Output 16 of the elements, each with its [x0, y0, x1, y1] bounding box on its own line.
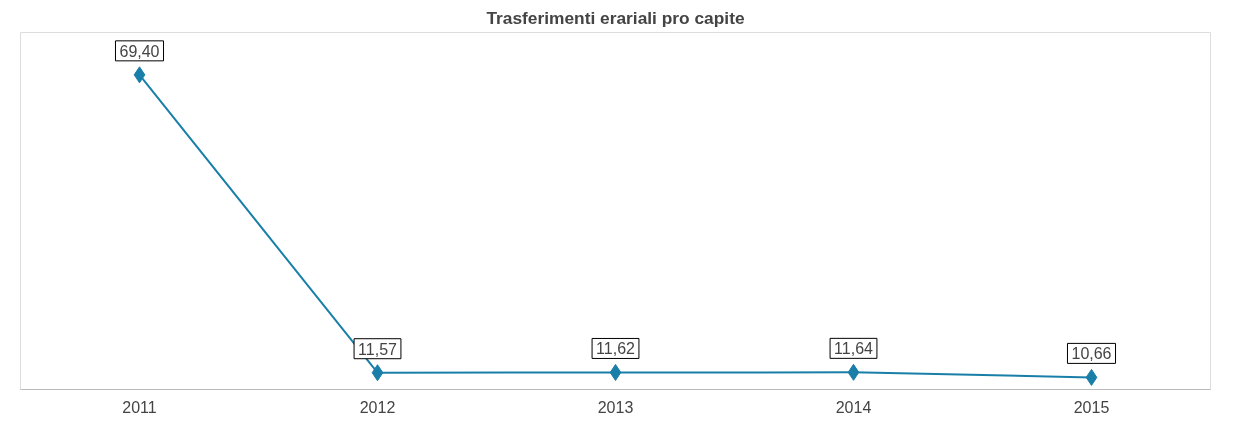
x-tick-label: 2014 — [835, 398, 872, 416]
data-label: 11,64 — [834, 340, 874, 358]
point — [371, 364, 384, 382]
point — [847, 363, 860, 381]
point — [609, 363, 622, 381]
data-label: 10,66 — [1071, 345, 1112, 363]
point — [133, 66, 146, 84]
chart-title: Trasferimenti erariali pro capite — [486, 7, 745, 28]
x-tick-label: 2012 — [359, 398, 396, 416]
x-tick-label: 2015 — [1073, 398, 1110, 416]
point — [1085, 368, 1098, 386]
data-label: 11,57 — [358, 340, 398, 358]
x-tick-label: 2013 — [597, 398, 634, 416]
x-tick-label: 2011 — [122, 398, 157, 416]
data-label: 11,62 — [596, 340, 636, 358]
data-label: 69,40 — [119, 42, 160, 60]
